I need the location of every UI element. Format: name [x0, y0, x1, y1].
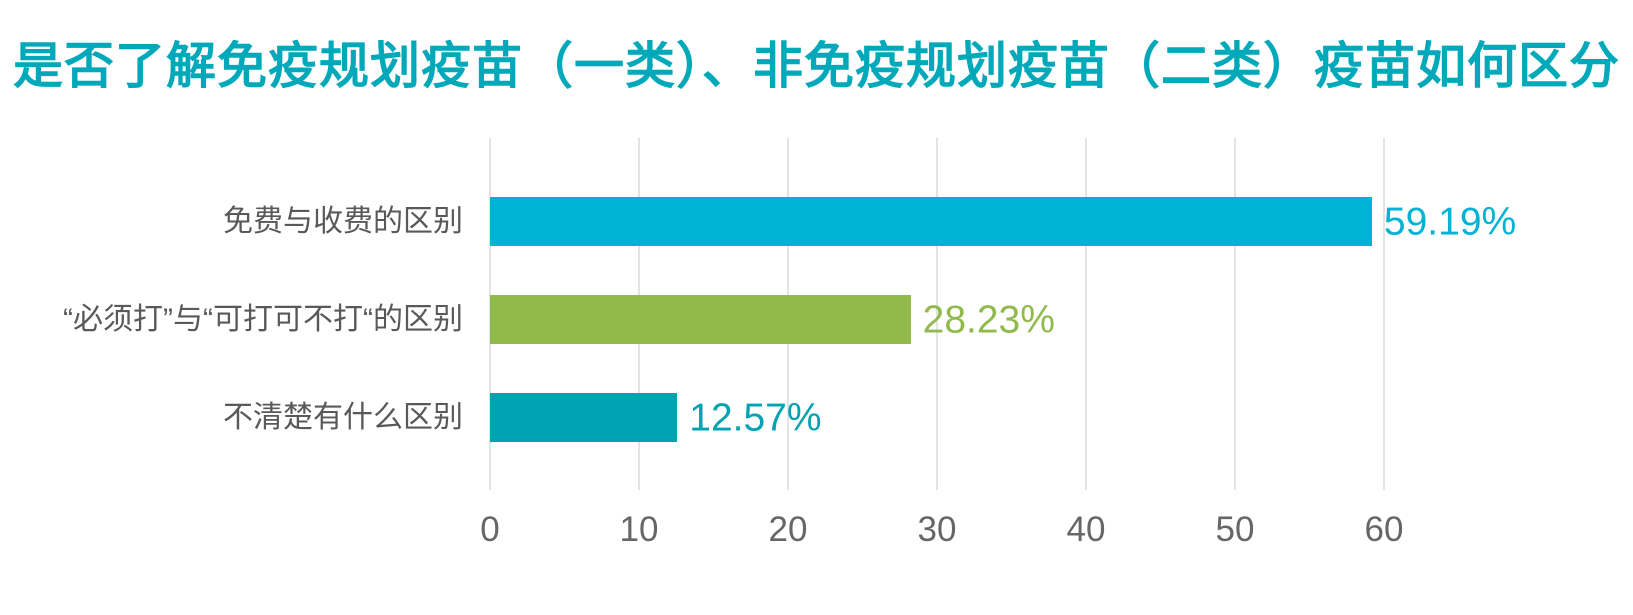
category-label: 不清楚有什么区别 — [223, 400, 463, 434]
x-tick-label: 10 — [619, 510, 659, 549]
x-tick-label: 60 — [1364, 510, 1404, 549]
x-tick-label: 50 — [1215, 510, 1255, 549]
value-label: 59.19% — [1383, 200, 1517, 243]
bar-0 — [490, 197, 1372, 246]
x-tick-label: 40 — [1066, 510, 1106, 549]
x-tick-label: 20 — [768, 510, 808, 549]
chart-title: 是否了解免疫规划疫苗（一类）、非免疫规划疫苗（二类）疫苗如何区分 — [13, 38, 1620, 94]
category-label: 免费与收费的区别 — [223, 204, 463, 238]
gridline — [1234, 138, 1236, 490]
bar-1 — [490, 295, 911, 344]
x-tick-label: 0 — [480, 510, 500, 549]
category-label: “必须打”与“可打可不打“的区别 — [63, 302, 463, 336]
gridline — [936, 138, 938, 490]
gridline — [1383, 138, 1385, 490]
bar-2 — [490, 393, 678, 442]
value-label: 28.23% — [922, 298, 1055, 341]
gridline — [1085, 138, 1087, 490]
value-label: 12.57% — [689, 396, 822, 439]
x-tick-label: 30 — [917, 510, 957, 549]
